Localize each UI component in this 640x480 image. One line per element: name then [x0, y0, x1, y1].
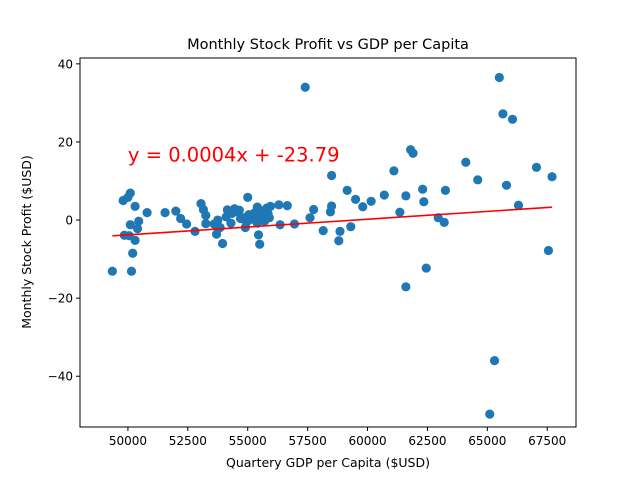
y-tick-label: 20	[58, 135, 73, 149]
plot-frame	[79, 57, 577, 428]
data-point	[366, 196, 376, 206]
y-tick-label: −40	[48, 370, 73, 384]
data-point	[171, 206, 181, 216]
x-axis-label: Quartery GDP per Capita ($USD)	[226, 455, 430, 470]
data-point	[419, 197, 429, 207]
y-tick-label: 40	[58, 57, 73, 71]
regression-equation: y = 0.0004x + -23.79	[128, 143, 340, 166]
y-tick-label: −20	[48, 292, 73, 306]
data-point	[142, 208, 152, 218]
data-point	[408, 148, 418, 158]
data-point	[300, 82, 310, 92]
data-point	[346, 222, 356, 232]
data-point	[494, 72, 504, 83]
x-tick-label: 62500	[408, 434, 446, 448]
data-point	[282, 201, 292, 211]
data-point	[389, 166, 399, 176]
data-point	[128, 248, 138, 258]
data-point	[190, 226, 200, 236]
x-tick-label: 65000	[468, 434, 506, 448]
data-point	[130, 201, 140, 211]
data-point	[201, 218, 211, 229]
x-axis-ticks: 50000 52500 55000 57500 60000 62500 65000 67500	[109, 427, 566, 448]
data-point	[182, 219, 192, 229]
y-tick-label: 0	[65, 214, 73, 228]
data-point	[421, 263, 431, 273]
x-tick-label: 52500	[169, 434, 207, 448]
data-point	[401, 282, 411, 292]
data-point	[379, 190, 389, 200]
data-point	[473, 175, 483, 185]
y-axis-label: Monthly Stock Profit ($USD)	[19, 155, 34, 329]
data-point	[160, 208, 170, 218]
x-tick-label: 67500	[528, 434, 566, 448]
data-point	[326, 201, 337, 211]
data-point	[309, 204, 319, 215]
data-point	[440, 185, 451, 195]
data-point	[226, 218, 236, 228]
data-point	[326, 170, 337, 181]
data-point	[531, 162, 542, 172]
data-point	[395, 207, 405, 217]
data-point	[501, 180, 512, 190]
x-tick-label: 60000	[348, 434, 386, 448]
data-point	[234, 205, 244, 215]
x-tick-label: 57500	[289, 434, 327, 448]
regression-line	[112, 206, 553, 237]
data-point	[358, 202, 368, 212]
data-point	[126, 266, 137, 276]
data-point	[134, 216, 144, 226]
data-point	[439, 217, 449, 227]
chart-title: Monthly Stock Profit vs GDP per Capita	[187, 37, 469, 53]
data-point	[305, 213, 315, 223]
data-point	[213, 215, 223, 225]
data-point	[489, 356, 500, 366]
data-point	[265, 201, 276, 211]
data-point	[543, 245, 554, 256]
data-point	[318, 225, 328, 236]
data-point	[264, 213, 274, 223]
data-point	[274, 200, 284, 210]
x-tick-label: 55000	[229, 434, 267, 448]
data-point	[243, 192, 253, 202]
data-point	[253, 230, 264, 240]
y-axis-ticks: −40 −20 0 20 40	[48, 57, 80, 384]
data-point	[342, 185, 352, 195]
data-point	[547, 172, 557, 182]
data-point	[334, 236, 344, 246]
data-point	[335, 226, 345, 236]
data-point	[176, 213, 186, 224]
data-points	[107, 72, 557, 419]
data-point	[132, 224, 143, 234]
data-point	[507, 114, 518, 124]
data-point	[130, 235, 140, 245]
data-point	[350, 194, 361, 204]
data-point	[215, 222, 225, 233]
data-point	[201, 210, 211, 220]
data-point	[255, 239, 265, 249]
x-tick-label: 50000	[109, 434, 147, 448]
data-point	[107, 266, 117, 276]
data-point	[498, 109, 508, 119]
data-point	[461, 157, 471, 167]
regression-line-group	[112, 206, 553, 237]
data-point	[125, 220, 135, 230]
data-point	[513, 200, 524, 210]
data-point	[401, 191, 411, 201]
data-point	[217, 238, 228, 249]
data-point	[125, 188, 135, 198]
data-point	[485, 409, 495, 419]
data-point	[418, 184, 428, 194]
